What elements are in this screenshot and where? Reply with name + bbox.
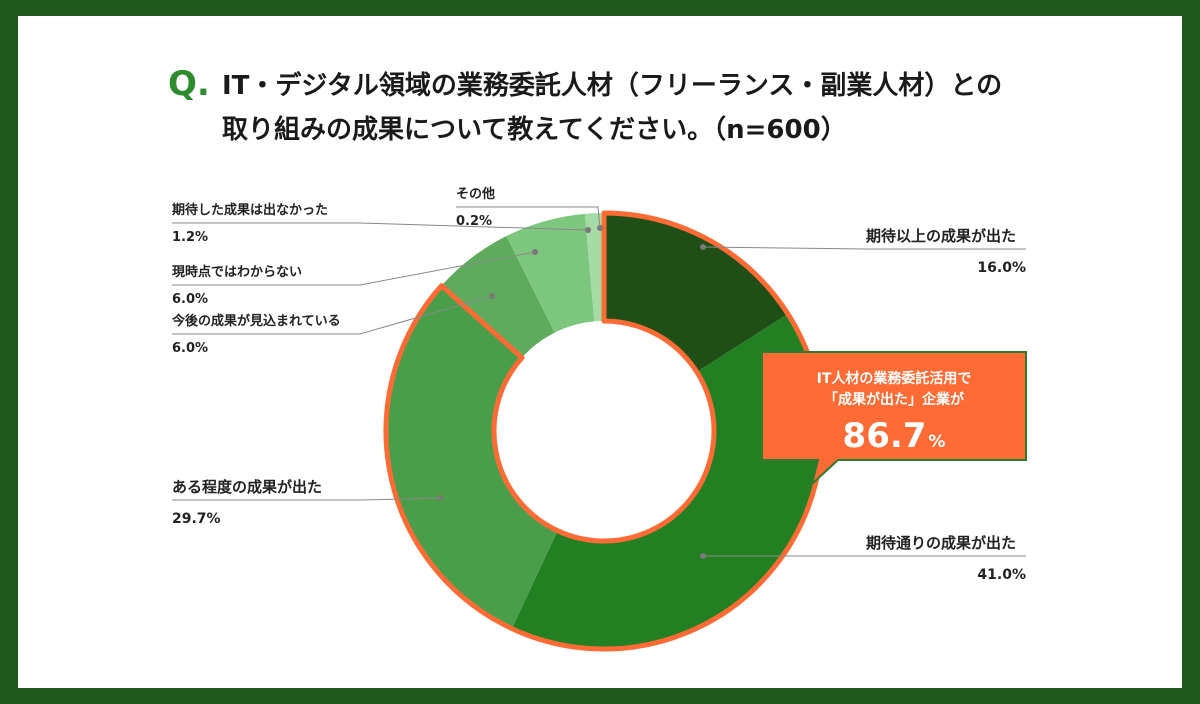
leader-line-not-achieved (172, 222, 589, 231)
label-some: ある程度の成果が出た (172, 478, 322, 496)
leader-line-exceeded (702, 246, 1026, 250)
callout-box (761, 351, 1027, 488)
title-line-2: 取り組みの成果について教えてください。（n=600） (222, 115, 847, 145)
leader-line-other (456, 206, 601, 229)
slice-exceeded (604, 213, 788, 372)
callout-unit: % (928, 432, 945, 452)
value-as-expected: 41.0% (977, 567, 1026, 583)
value-other: 0.2% (456, 214, 492, 229)
page-title: IT・デジタル領域の業務委託人材（フリーランス・副業人材）との 取り組みの成果に… (222, 64, 1082, 152)
label-unknown: 現時点ではわからない (172, 264, 302, 280)
leader-line-anticipated (172, 295, 493, 335)
slice-some (386, 285, 558, 629)
value-not-achieved: 1.2% (172, 230, 208, 245)
title-line-1: IT・デジタル領域の業務委託人材（フリーランス・副業人材）との (222, 71, 1003, 101)
callout-value: 86.7 (843, 416, 927, 456)
label-anticipated: 今後の成果が見込まれている (171, 313, 341, 329)
callout-line-2: 「成果が出た」企業が (824, 391, 965, 408)
label-other: その他 (456, 186, 495, 202)
label-not-achieved: 期待した成果は出なかった (172, 202, 328, 218)
label-exceeded: 期待以上の成果が出た (866, 227, 1016, 245)
slice-not-achieved (584, 213, 603, 322)
label-as-expected: 期待通りの成果が出た (866, 534, 1016, 552)
leader-line-some (172, 497, 441, 501)
value-unknown: 6.0% (172, 292, 208, 307)
slice-as-expected (511, 314, 822, 650)
slice-unknown (506, 213, 595, 333)
slice-anticipated (441, 236, 555, 358)
callout: IT人材の業務委託活用で 「成果が出た」企業が 86.7% (761, 351, 1027, 488)
value-anticipated: 6.0% (172, 341, 208, 356)
value-some: 29.7% (172, 511, 221, 527)
question-mark: Q. (168, 64, 210, 104)
callout-line-1: IT人材の業務委託活用で (817, 370, 972, 387)
leader-line-unknown (172, 251, 536, 286)
value-exceeded: 16.0% (977, 260, 1026, 276)
callout-value-group: 86.7% (843, 416, 946, 456)
